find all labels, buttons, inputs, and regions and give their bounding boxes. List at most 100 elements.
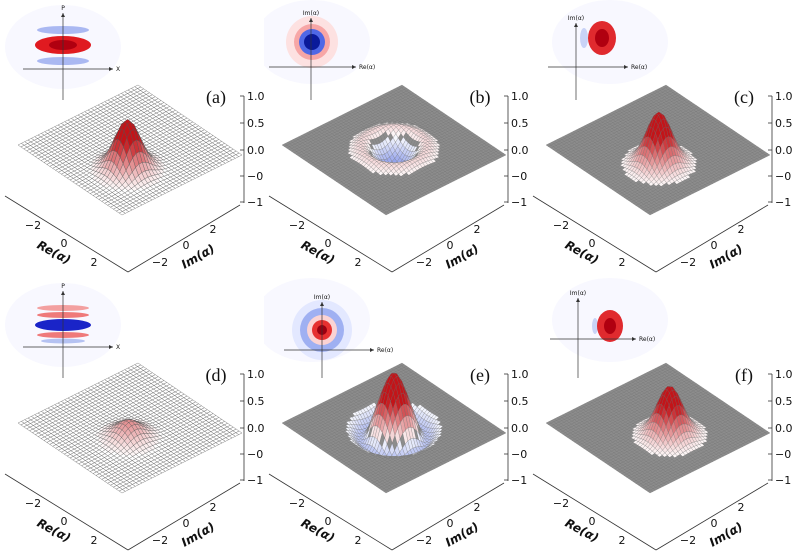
y-tick-label: 2 xyxy=(474,223,481,236)
y-tick-label: −2 xyxy=(152,534,168,547)
surface-b xyxy=(281,84,507,216)
surface-f xyxy=(545,362,771,494)
x-tick-label: 2 xyxy=(355,534,362,547)
y-tick-label: 2 xyxy=(738,501,745,514)
inset-x-label: X xyxy=(116,66,120,73)
y-tick-label: 2 xyxy=(210,501,217,514)
y-axis-line xyxy=(127,204,241,273)
panel-f: 1.0 0.5 0.0 −0.5 −1.0 −2 0 2 −2 0 2 Re(α) Im(α) (f) Re… xyxy=(528,278,792,555)
x-axis-line xyxy=(4,473,129,551)
x-axis-line xyxy=(268,473,393,551)
inset-f: Re(α) Im(α) xyxy=(550,278,668,378)
z-tick-label: 0.0 xyxy=(511,144,528,157)
y-tick-label: 2 xyxy=(738,223,745,236)
x-tick-label: 0 xyxy=(61,515,68,528)
y-tick-label: 2 xyxy=(474,501,481,514)
y-tick-label: 0 xyxy=(183,517,190,530)
inset-y-label: P xyxy=(61,5,65,12)
z-tick-label: −0.5 xyxy=(247,170,264,183)
x-tick-label: 2 xyxy=(91,534,98,547)
z-tick-label: −1.0 xyxy=(511,196,528,209)
inset-y-label: Im(α) xyxy=(570,290,586,297)
z-tick-label: −1.0 xyxy=(775,474,792,487)
z-tick-label: −1.0 xyxy=(511,474,528,487)
z-tick-label: −0.5 xyxy=(775,170,792,183)
x-tick-label: 0 xyxy=(325,237,332,250)
inset-x-label: Re(α) xyxy=(377,347,393,354)
inset-y-label: Im(α) xyxy=(568,15,584,22)
inset-x-label: Re(α) xyxy=(639,336,655,343)
y-tick-label: 0 xyxy=(711,239,718,252)
z-tick-label: 0.0 xyxy=(775,422,792,435)
inset-y-label: P xyxy=(61,283,65,290)
y-tick-label: −2 xyxy=(416,256,432,269)
y-tick-label: −2 xyxy=(416,534,432,547)
x-tick-label: −2 xyxy=(25,219,41,232)
surface-a xyxy=(17,84,243,216)
x-tick-label: −2 xyxy=(289,497,305,510)
z-tick-label: 0.5 xyxy=(775,395,792,408)
y-tick-label: 0 xyxy=(711,517,718,530)
panel-label-c: (c) xyxy=(734,87,754,108)
z-tick-label: −0.5 xyxy=(511,170,528,183)
z-tick-label: 0.0 xyxy=(247,144,264,157)
x-tick-label: −2 xyxy=(553,497,569,510)
panel-e: 1.0 0.5 0.0 −0.5 −1.0 −2 0 2 −2 0 2 Re(α) Im(α) (e) Re… xyxy=(264,278,528,555)
panel-label-a: (a) xyxy=(206,87,226,108)
z-tick-label: 1.0 xyxy=(247,368,264,381)
inset-b: Re(α) Im(α) xyxy=(264,0,375,100)
inset-y-label: Im(α) xyxy=(314,294,330,301)
y-axis-line xyxy=(655,204,769,273)
x-tick-label: 0 xyxy=(325,515,332,528)
z-tick-label: 0.5 xyxy=(775,117,792,130)
z-tick-label: 0.5 xyxy=(247,117,264,130)
panel-c: 1.0 0.5 0.0 −0.5 −1.0 −2 0 2 −2 0 2 Re(α) Im(α) (c) Re… xyxy=(528,0,792,277)
z-tick-label: 0.5 xyxy=(511,117,528,130)
x-tick-label: −2 xyxy=(25,497,41,510)
y-tick-label: 2 xyxy=(210,223,217,236)
surface-c xyxy=(545,84,771,216)
y-tick-label: 0 xyxy=(447,517,454,530)
inset-x-label: X xyxy=(116,344,120,351)
z-tick-label: −1.0 xyxy=(247,474,264,487)
x-axis-line xyxy=(4,195,129,273)
x-tick-label: 0 xyxy=(589,237,596,250)
y-tick-label: 0 xyxy=(183,239,190,252)
z-tick-label: −1.0 xyxy=(775,196,792,209)
z-tick-label: −1.0 xyxy=(247,196,264,209)
y-tick-label: −2 xyxy=(152,256,168,269)
panel-b: 1.0 0.5 0.0 −0.5 −1.0 −2 0 2 −2 0 2 Re(α) Im(α) (b) Re… xyxy=(264,0,528,277)
z-tick-label: −0.5 xyxy=(511,448,528,461)
x-tick-label: −2 xyxy=(289,219,305,232)
x-tick-label: 2 xyxy=(619,534,626,547)
inset-x-label: Re(α) xyxy=(359,64,375,71)
y-tick-label: −2 xyxy=(680,256,696,269)
z-tick-label: 0.5 xyxy=(511,395,528,408)
z-tick-label: 0.5 xyxy=(247,395,264,408)
z-tick-label: 0.0 xyxy=(511,422,528,435)
z-tick-label: 1.0 xyxy=(775,90,792,103)
z-tick-label: 1.0 xyxy=(247,90,264,103)
x-tick-label: 2 xyxy=(355,256,362,269)
panel-label-b: (b) xyxy=(470,87,491,108)
x-tick-label: −2 xyxy=(553,219,569,232)
y-axis-line xyxy=(655,482,769,551)
inset-x-label: Re(α) xyxy=(631,64,647,71)
y-tick-label: 0 xyxy=(447,239,454,252)
y-axis-line xyxy=(391,204,505,273)
x-tick-label: 2 xyxy=(619,256,626,269)
panel-label-d: (d) xyxy=(206,365,227,386)
inset-e: Re(α) Im(α) xyxy=(264,278,393,378)
surface-e xyxy=(281,362,507,494)
panel-label-f: (f) xyxy=(735,365,753,386)
x-axis-line xyxy=(268,195,393,273)
z-tick-label: 1.0 xyxy=(775,368,792,381)
surface-d xyxy=(17,362,243,494)
x-tick-label: 2 xyxy=(91,256,98,269)
z-tick-label: 0.0 xyxy=(247,422,264,435)
z-tick-label: −0.5 xyxy=(247,448,264,461)
z-tick-label: 1.0 xyxy=(511,368,528,381)
